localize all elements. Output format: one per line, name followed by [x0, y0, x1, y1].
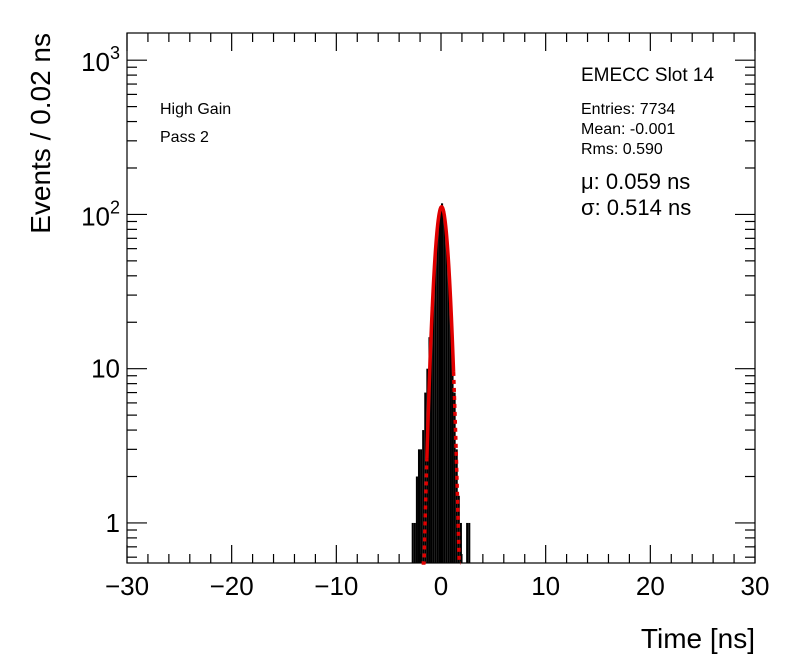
x-tick-label: −20 [210, 571, 254, 601]
stats-rms: Rms: 0.590 [581, 141, 663, 158]
y-axis-ticks [127, 59, 755, 558]
histogram-bar [415, 476, 418, 563]
fit-curve-dotted-right [451, 371, 461, 565]
stats-entries: Entries: 7734 [581, 101, 675, 118]
x-tick-label: 10 [531, 571, 560, 601]
x-tick-label: −10 [314, 571, 358, 601]
x-tick-label: −30 [105, 571, 149, 601]
histogram-bar [413, 522, 416, 563]
histogram-bar [424, 392, 427, 563]
histogram-bars [411, 203, 471, 564]
annotation-pass: Pass 2 [160, 129, 209, 146]
histogram-bar [411, 522, 414, 563]
fit-curve-solid [425, 205, 456, 459]
histogram-bar [449, 295, 452, 563]
histogram-bar [451, 341, 454, 563]
y-tick-label: 103 [81, 43, 120, 77]
fit-mu: μ: 0.059 ns [581, 169, 690, 194]
histogram-bar [445, 229, 448, 563]
x-tick-label: 0 [434, 571, 448, 601]
y-tick-label: 102 [81, 197, 120, 231]
y-tick-labels: 1 10 102 103 [81, 43, 120, 538]
x-tick-label: 20 [636, 571, 665, 601]
histogram-bar [432, 272, 435, 563]
histogram-bar [428, 337, 431, 563]
histogram-bar [420, 449, 423, 563]
x-tick-labels: −30 −20 −10 0 10 20 30 [105, 571, 770, 601]
stats-title: EMECC Slot 14 [581, 65, 714, 86]
histogram-bar [447, 254, 450, 564]
stats-mean: Mean: -0.001 [581, 121, 675, 138]
histogram-bar [441, 203, 444, 563]
histogram-bar [436, 221, 439, 563]
y-axis-title: Events / 0.02 ns [25, 33, 56, 234]
histogram-bar [466, 522, 469, 563]
histogram-bar [468, 522, 471, 563]
histogram-bar [453, 392, 456, 563]
histogram-bar [443, 211, 446, 564]
histogram-bar [438, 208, 441, 563]
histogram-bar [455, 449, 458, 563]
histogram-bar [459, 522, 462, 563]
x-axis-ticks [126, 33, 756, 563]
x-axis-title: Time [ns] [641, 623, 755, 654]
histogram-bar [457, 495, 460, 563]
x-tick-label: 30 [741, 571, 770, 601]
histogram-bar [417, 449, 421, 563]
y-tick-label: 1 [106, 508, 120, 538]
y-tick-label: 10 [91, 354, 120, 384]
gaussian-fit [421, 205, 461, 565]
fit-curve-dotted-left [421, 458, 429, 565]
fit-sigma: σ: 0.514 ns [581, 195, 691, 220]
annotation-high-gain: High Gain [160, 101, 231, 118]
histogram-bar [430, 307, 433, 563]
histogram-bar [422, 430, 425, 563]
histogram-bar [434, 243, 437, 563]
